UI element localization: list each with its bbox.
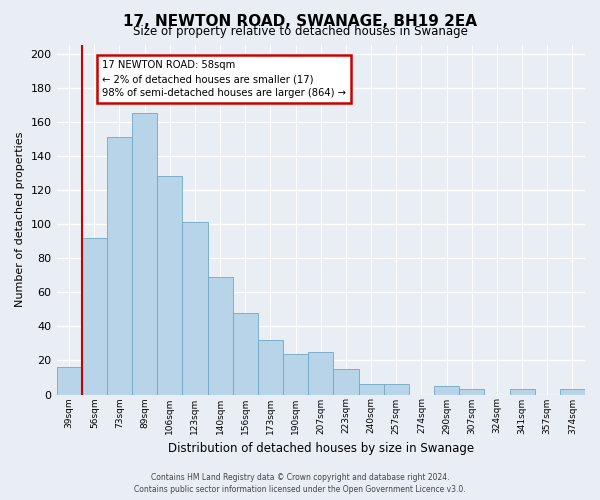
- Bar: [182, 222, 208, 394]
- Bar: [560, 390, 585, 394]
- Bar: [132, 113, 157, 394]
- Y-axis label: Number of detached properties: Number of detached properties: [15, 132, 25, 308]
- Bar: [334, 369, 359, 394]
- Bar: [509, 390, 535, 394]
- Bar: [233, 312, 258, 394]
- Bar: [208, 277, 233, 394]
- Bar: [283, 354, 308, 395]
- Bar: [383, 384, 409, 394]
- Text: Size of property relative to detached houses in Swanage: Size of property relative to detached ho…: [133, 25, 467, 38]
- Bar: [459, 390, 484, 394]
- Bar: [308, 352, 334, 395]
- Text: 17 NEWTON ROAD: 58sqm
← 2% of detached houses are smaller (17)
98% of semi-detac: 17 NEWTON ROAD: 58sqm ← 2% of detached h…: [102, 60, 346, 98]
- Bar: [157, 176, 182, 394]
- Bar: [82, 238, 107, 394]
- Bar: [359, 384, 383, 394]
- Bar: [258, 340, 283, 394]
- X-axis label: Distribution of detached houses by size in Swanage: Distribution of detached houses by size …: [168, 442, 474, 455]
- Bar: [434, 386, 459, 394]
- Bar: [56, 367, 82, 394]
- Text: Contains HM Land Registry data © Crown copyright and database right 2024.
Contai: Contains HM Land Registry data © Crown c…: [134, 472, 466, 494]
- Text: 17, NEWTON ROAD, SWANAGE, BH19 2EA: 17, NEWTON ROAD, SWANAGE, BH19 2EA: [123, 14, 477, 29]
- Bar: [107, 137, 132, 394]
